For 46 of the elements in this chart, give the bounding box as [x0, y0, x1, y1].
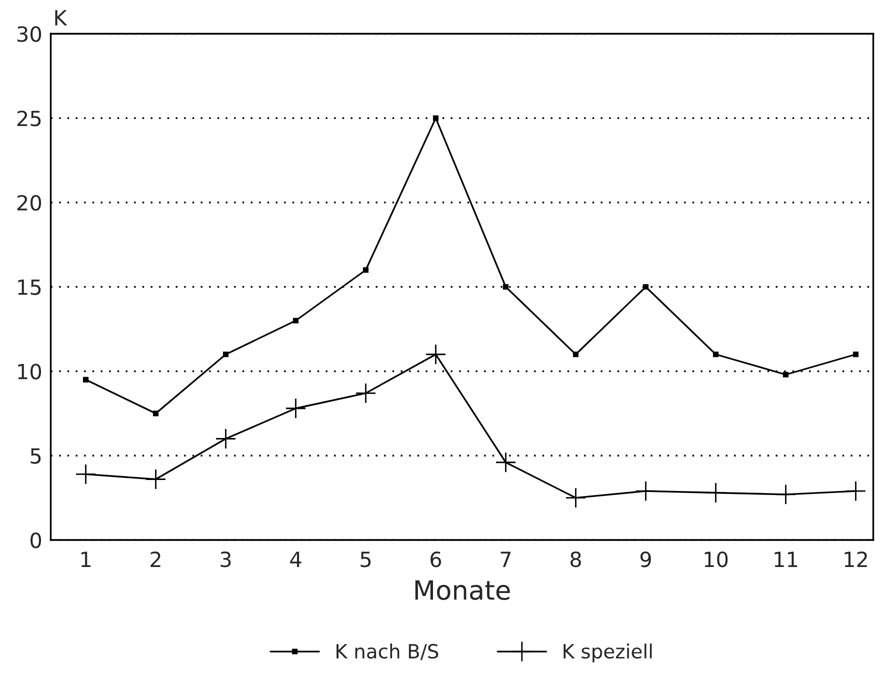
- x-axis-title: Monate: [415, 580, 510, 600]
- point: [502, 284, 509, 290]
- x-tick-label: 6: [430, 551, 442, 568]
- point: [635, 480, 656, 502]
- y-tick-label: 30: [17, 26, 42, 42]
- point: [215, 428, 236, 450]
- y-tick-label: 20: [17, 194, 42, 211]
- point: [425, 344, 446, 365]
- point: [845, 480, 866, 502]
- point: [642, 284, 649, 290]
- point: [572, 352, 579, 358]
- point: [565, 487, 586, 508]
- x-tick-label: 12: [844, 551, 867, 567]
- point: [355, 382, 376, 404]
- point: [75, 464, 96, 485]
- point: [152, 410, 159, 416]
- x-tick-label: 8: [570, 551, 581, 568]
- x-tick-label: 4: [290, 552, 302, 567]
- x-tick-label: 10: [704, 551, 728, 568]
- legend-label: K nach B/S: [336, 644, 438, 660]
- y-tick-label: 0: [30, 532, 42, 548]
- y-tick-label: 15: [18, 280, 41, 296]
- point: [285, 398, 306, 419]
- point: [82, 376, 89, 382]
- x-tick-label: 3: [220, 551, 231, 568]
- y-tick-label: 5: [30, 448, 41, 464]
- point: [145, 468, 166, 490]
- point: [495, 452, 516, 473]
- point: [432, 115, 439, 121]
- x-tick-label: 11: [774, 552, 798, 567]
- x-tick-label: 7: [500, 552, 511, 567]
- x-tick-label: 2: [150, 551, 160, 567]
- legend-label: K speziell: [564, 644, 652, 662]
- y-tick-label: 10: [18, 364, 42, 380]
- x-tick-label: 5: [360, 552, 371, 568]
- point: [362, 267, 369, 273]
- point: [292, 318, 299, 324]
- point: [775, 484, 796, 505]
- x-tick-label: 9: [640, 551, 651, 568]
- point: [712, 352, 719, 358]
- y-axis-title: K: [55, 10, 68, 26]
- point: [852, 352, 859, 358]
- point: [782, 372, 789, 378]
- x-tick-label: 1: [81, 552, 90, 567]
- y-tick-label: 25: [17, 110, 41, 126]
- point: [222, 352, 229, 358]
